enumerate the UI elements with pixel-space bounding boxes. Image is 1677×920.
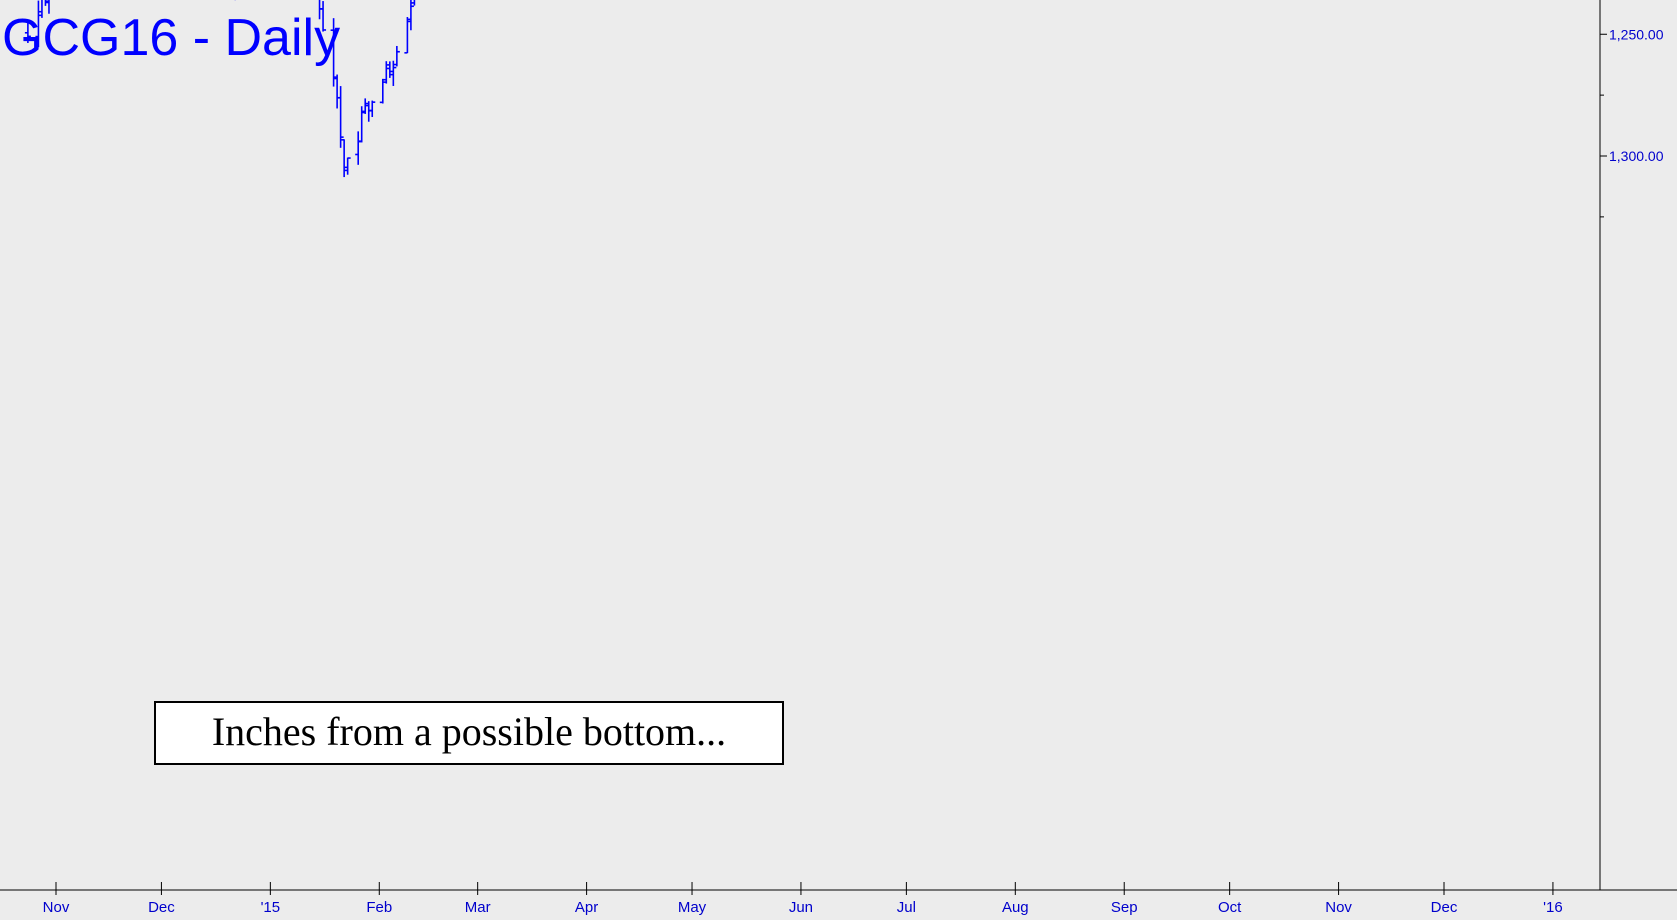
- x-tick-label-aug: Aug: [1002, 899, 1029, 916]
- x-tick-label-15: '15: [261, 899, 281, 916]
- price-bar: [38, 0, 43, 18]
- price-bar: [24, 20, 31, 43]
- y-tick-label: 1,300.00: [1609, 148, 1664, 164]
- price-bar: [379, 78, 386, 104]
- annotation-frame: [154, 701, 784, 765]
- price-bar: [45, 0, 50, 14]
- price-series: [24, 0, 416, 178]
- x-tick-label-16: '16: [1543, 899, 1563, 916]
- x-tick-label-may: May: [678, 899, 707, 916]
- x-tick-label-apr: Apr: [575, 899, 598, 916]
- x-tick-label-jun: Jun: [789, 899, 813, 916]
- y-tick-label: 1,250.00: [1609, 26, 1664, 42]
- price-bar: [386, 61, 393, 78]
- x-tick-label-mar: Mar: [465, 899, 491, 916]
- x-tick-label-nov: Nov: [43, 899, 70, 916]
- price-bar: [407, 0, 414, 31]
- x-tick-label-dec: Dec: [148, 899, 175, 916]
- x-tick-label-feb: Feb: [366, 899, 392, 916]
- price-bar: [393, 45, 400, 67]
- price-bar: [341, 139, 348, 178]
- price-bar: [358, 106, 365, 143]
- annotation-box: Inches from a possible bottom...: [154, 701, 784, 765]
- x-tick-label-dec: Dec: [1431, 899, 1458, 916]
- x-tick-label-sep: Sep: [1111, 899, 1138, 916]
- price-bar: [320, 1, 327, 32]
- price-bar: [344, 157, 351, 175]
- price-bar: [390, 60, 397, 86]
- price-bar: [362, 98, 369, 114]
- price-bar: [383, 61, 390, 84]
- price-bar: [330, 18, 337, 87]
- x-tick-label-jul: Jul: [897, 899, 916, 916]
- price-bar: [404, 17, 411, 54]
- x-tick-label-oct: Oct: [1218, 899, 1242, 916]
- price-bar: [369, 100, 376, 117]
- price-bar: [35, 0, 42, 48]
- price-bar: [44, 0, 49, 6]
- x-tick-label-nov: Nov: [1325, 899, 1352, 916]
- price-bar: [337, 86, 344, 148]
- price-bar: [411, 0, 416, 6]
- annotation-text: Inches from a possible bottom...: [212, 709, 726, 754]
- chart-title: GCG16 - Daily: [2, 9, 340, 67]
